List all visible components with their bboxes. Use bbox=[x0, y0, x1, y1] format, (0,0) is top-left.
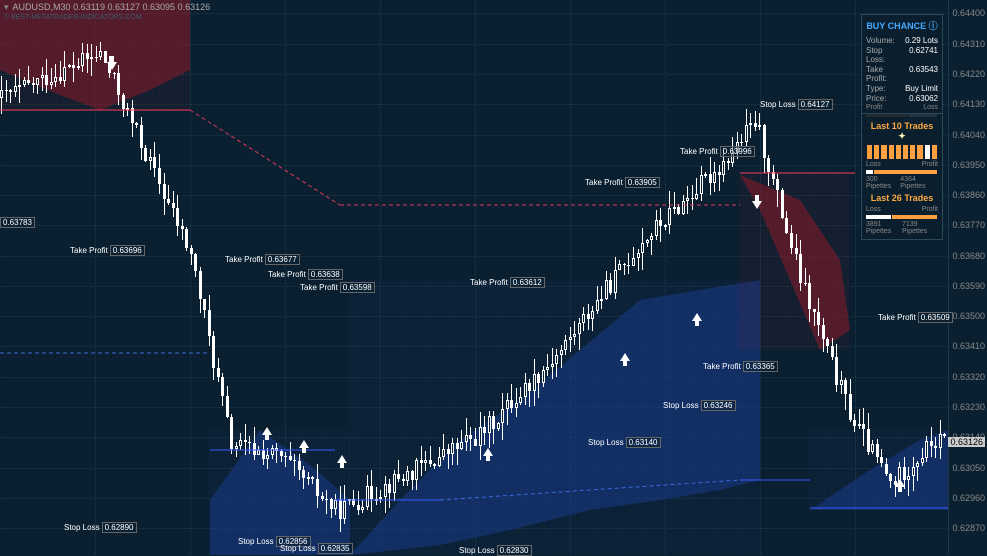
signal-arrow-up bbox=[333, 455, 347, 469]
price-label: Take Profit0.63905 bbox=[585, 178, 660, 187]
price-label: Stop Loss0.63140 bbox=[588, 438, 661, 447]
price-label: Stop Loss0.64127 bbox=[760, 100, 833, 109]
price-label: Take Profit0.63598 bbox=[300, 283, 375, 292]
ohlc-o: 0.63119 bbox=[73, 2, 105, 12]
price-label: Stop Loss0.62830 bbox=[459, 546, 532, 555]
price-label: Stop Loss0.62890 bbox=[64, 523, 137, 532]
ohlc-l: 0.63095 bbox=[143, 2, 176, 12]
watermark: © BEST-METATRADER-INDICATORS.COM bbox=[4, 14, 142, 21]
signal-arrow-down bbox=[103, 56, 117, 70]
signal-arrow-up bbox=[479, 448, 493, 462]
price-label: Take Profit0.63638 bbox=[268, 270, 343, 279]
profit-label: Profit bbox=[866, 104, 882, 111]
last10-title: Last 10 Trades bbox=[871, 121, 934, 131]
chart-header: ▾ AUDUSD,M30 0.63119 0.63127 0.63095 0.6… bbox=[4, 2, 210, 13]
signal-arrow-up bbox=[295, 440, 309, 454]
price-label: Take Profit0.63612 bbox=[470, 278, 545, 287]
signal-arrow-down bbox=[748, 195, 762, 209]
signal-arrow-up bbox=[891, 479, 905, 493]
last26-title: Last 26 Trades bbox=[866, 193, 938, 203]
price-label: Take Profit0.63677 bbox=[225, 255, 300, 264]
chart-area[interactable]: Take Profit0.63696 Take Profit0.63677 Take… bbox=[0, 0, 948, 555]
p26: 7139 Pipettes bbox=[902, 221, 938, 235]
panel-title: BUY CHANCE bbox=[866, 21, 926, 31]
signal-arrow-up bbox=[616, 353, 630, 367]
loss-label2: Loss bbox=[866, 161, 881, 168]
loss-label3: Loss bbox=[866, 206, 881, 213]
ohlc-c: 0.63126 bbox=[178, 2, 211, 12]
price-label: Take Profit0.63509 bbox=[878, 313, 953, 322]
price-label: Take Profit0.63996 bbox=[680, 147, 755, 156]
ohlc-h: 0.63127 bbox=[107, 2, 140, 12]
price-label: Take Profit0.63365 bbox=[703, 362, 778, 371]
pl26-bar bbox=[866, 215, 938, 219]
signal-arrow-up bbox=[688, 313, 702, 327]
dropdown-icon[interactable]: ▾ bbox=[4, 2, 9, 12]
l26: 3891 Pipettes bbox=[866, 221, 902, 235]
profit-label3: Profit bbox=[922, 206, 938, 213]
loss-label: Loss bbox=[923, 104, 938, 111]
trades10-bar bbox=[866, 145, 938, 159]
price-label: Stop Loss0.62835 bbox=[280, 544, 353, 553]
left-price-box: 0.63783 bbox=[0, 217, 35, 228]
price-label: Stop Loss0.63246 bbox=[663, 401, 736, 410]
symbol: AUDUSD,M30 bbox=[13, 2, 71, 12]
profit-label2: Profit bbox=[922, 161, 938, 168]
history-panel[interactable]: Last 10 Trades ✦ LossProfit 300 Pipettes… bbox=[861, 113, 943, 240]
signal-arrow-up bbox=[258, 427, 272, 441]
l10: 300 Pipettes bbox=[866, 176, 900, 190]
price-axis: 0.644000.643100.642200.641300.640400.639… bbox=[948, 0, 987, 555]
p10: 4364 Pipettes bbox=[900, 176, 938, 190]
pl10-bar bbox=[866, 170, 938, 174]
info-icon[interactable]: ⓘ bbox=[929, 21, 938, 31]
price-label: Take Profit0.63696 bbox=[70, 246, 145, 255]
